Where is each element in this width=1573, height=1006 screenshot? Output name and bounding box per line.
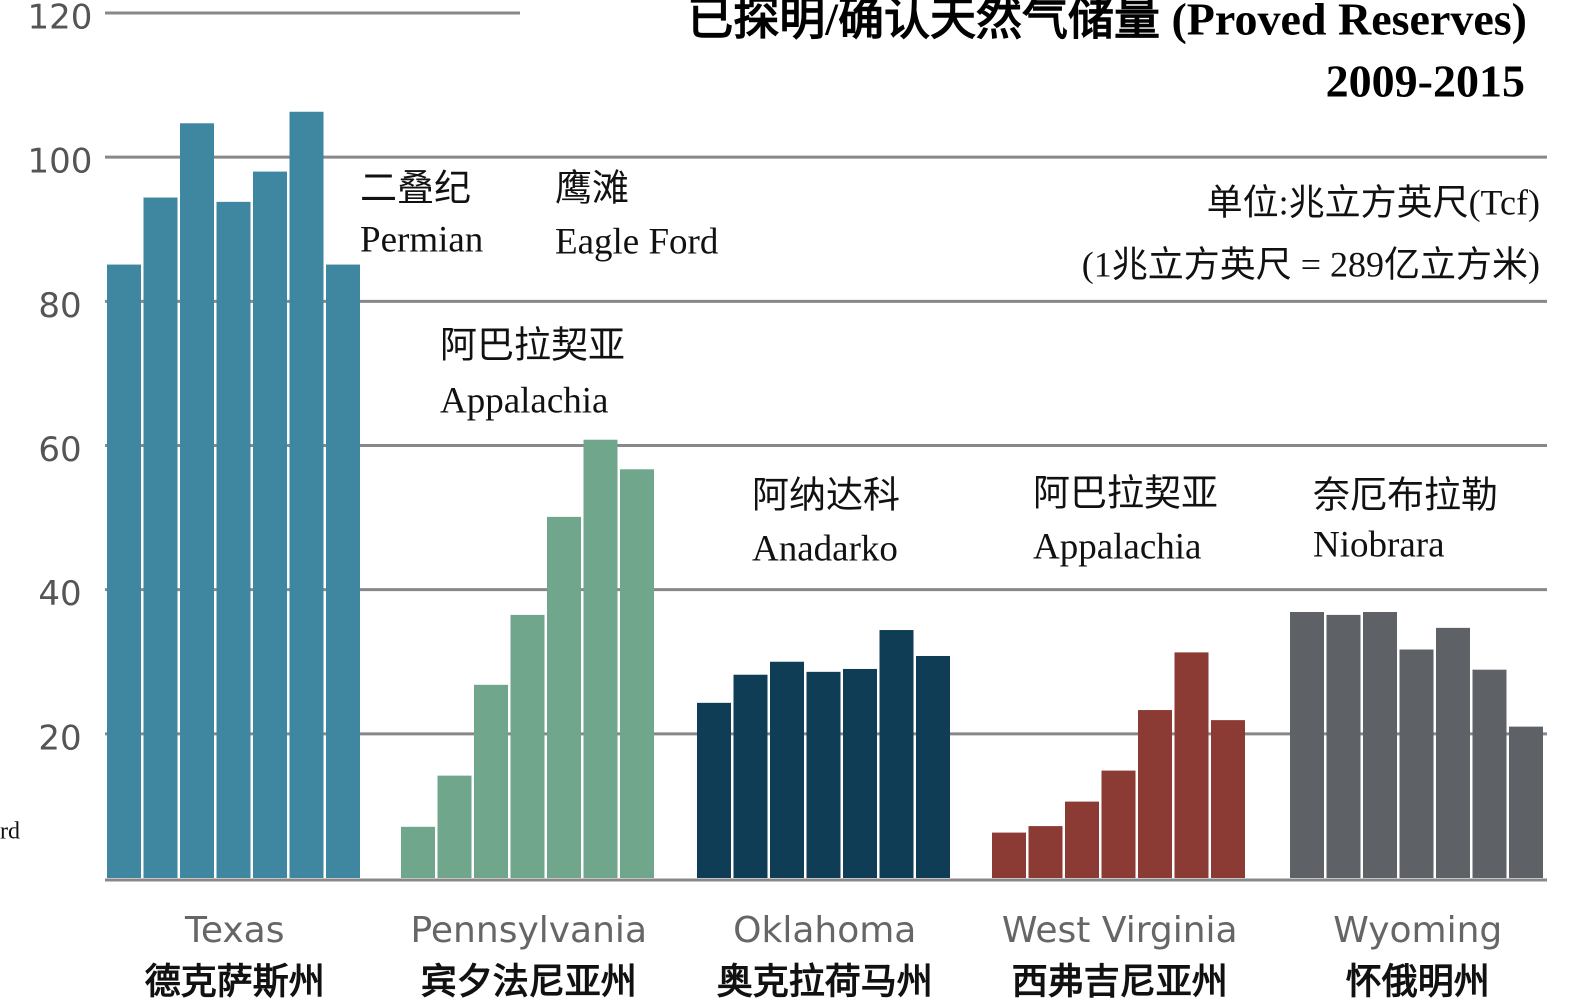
x-tick-label-zh: 德克萨斯州: [145, 961, 325, 1001]
annotation-zh: 阿巴拉契亚: [1033, 472, 1218, 514]
bar: [879, 630, 914, 878]
bar: [1174, 652, 1209, 878]
bar: [583, 439, 618, 878]
annotation-en: Anadarko: [752, 528, 898, 569]
bar: [1138, 710, 1172, 878]
bar: [253, 171, 287, 879]
bar: [1436, 627, 1470, 878]
x-tick-label: Oklahoma: [733, 910, 916, 951]
annotation-zh: 阿纳达科: [752, 474, 900, 516]
bar: [547, 516, 581, 878]
bar: [1472, 669, 1507, 878]
annotation-zh: 阿巴拉契亚: [440, 324, 625, 366]
bar: [1509, 726, 1543, 878]
bar: [733, 674, 768, 878]
annotation-en: Eagle Ford: [555, 221, 719, 262]
bar: [1399, 649, 1434, 878]
x-tick-label: Wyoming: [1333, 910, 1502, 951]
bar: [437, 775, 472, 878]
bar: [806, 671, 841, 878]
bar: [1326, 614, 1361, 878]
bar: [1065, 801, 1099, 878]
bar: [843, 668, 877, 878]
bar: [620, 469, 654, 878]
chart-subtitle: 2009-2015: [1326, 56, 1525, 107]
x-tick-label-zh: 西弗吉尼亚州: [1012, 961, 1228, 1001]
bar: [180, 123, 214, 879]
bar: [510, 614, 545, 878]
annotation-zh: 鹰滩: [555, 167, 629, 209]
bar: [401, 826, 435, 878]
unit-note: 单位:兆立方英尺(Tcf): [1207, 182, 1540, 222]
bar: [107, 264, 141, 879]
bar: [697, 702, 731, 878]
bar: [992, 832, 1026, 878]
annotation-zh: 二叠纪: [360, 168, 471, 209]
bar: [143, 197, 178, 879]
annotation-zh: 奈厄布拉勒: [1313, 474, 1498, 516]
bar: [1101, 770, 1136, 878]
x-tick-label-zh: 宾夕法尼亚州: [421, 961, 637, 1001]
annotation-en: Appalachia: [1033, 526, 1201, 567]
edge-text: rd: [0, 819, 20, 845]
x-tick-label: Pennsylvania: [410, 910, 647, 951]
y-tick-label: 60: [38, 430, 81, 470]
conversion-note: (1兆立方英尺 = 289亿立方米): [1082, 244, 1540, 284]
bar: [1211, 720, 1245, 878]
annotation-en: Niobrara: [1313, 524, 1445, 565]
x-tick-label-zh: 怀俄明州: [1346, 961, 1490, 1001]
bar: [326, 264, 360, 879]
y-tick-label: 40: [38, 574, 81, 614]
title-backdrop: [520, 0, 1573, 48]
bar: [770, 661, 804, 878]
bar: [1363, 612, 1397, 878]
y-tick-label: 120: [28, 0, 93, 38]
y-tick-label: 20: [38, 718, 81, 758]
y-tick-label: 80: [38, 286, 81, 326]
x-tick-label: West Virginia: [1002, 910, 1238, 951]
bar: [216, 201, 251, 878]
bar: [1290, 612, 1324, 878]
x-tick-label-zh: 奥克拉荷马州: [717, 961, 933, 1001]
bar: [289, 111, 324, 879]
annotation-en: Appalachia: [440, 380, 608, 421]
y-tick-label: 100: [28, 142, 93, 182]
bar: [474, 684, 508, 878]
bar: [1028, 826, 1063, 878]
bar: [916, 655, 950, 878]
x-tick-label: Texas: [184, 910, 285, 951]
annotation-en: Permian: [360, 219, 483, 260]
chart-title: 已探明/确认天然气储量 (Proved Reserves): [687, 0, 1527, 45]
